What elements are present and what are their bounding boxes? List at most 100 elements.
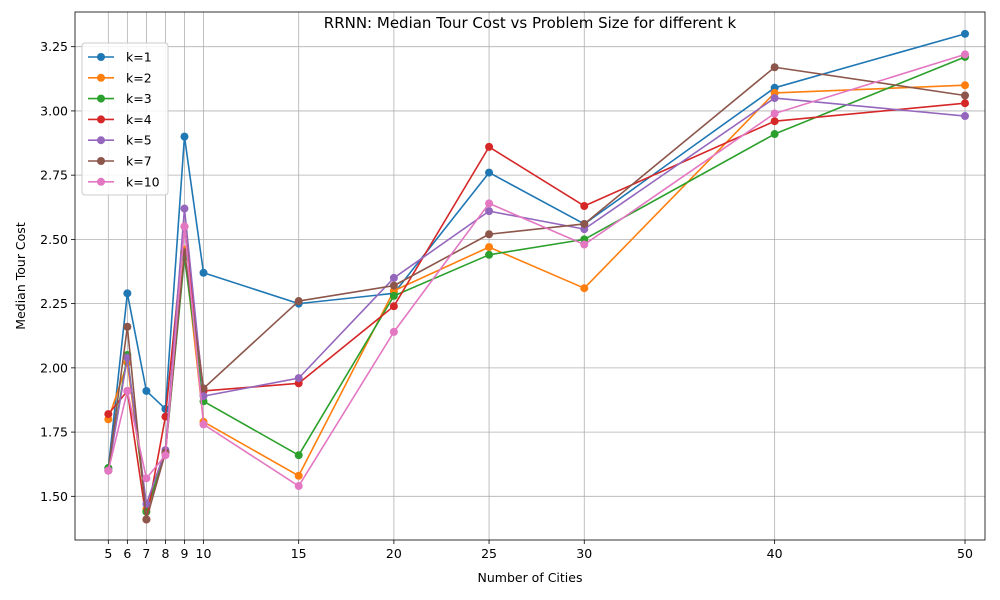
data-point <box>389 302 398 311</box>
x-tick-label: 20 <box>386 546 402 561</box>
data-point <box>123 353 132 362</box>
legend-entry: k=3 <box>88 91 152 106</box>
x-tick-label: 40 <box>767 546 783 561</box>
data-point <box>485 199 494 208</box>
data-point <box>294 471 303 480</box>
series-k-7 <box>104 63 970 524</box>
data-point <box>770 94 779 103</box>
data-point <box>123 322 132 331</box>
legend-entry: k=7 <box>88 154 152 169</box>
data-point <box>294 297 303 306</box>
y-tick-label: 3.00 <box>40 103 68 118</box>
data-point <box>294 482 303 491</box>
data-point <box>104 410 113 419</box>
legend-swatch-marker <box>97 53 105 61</box>
legend-entry: k=10 <box>88 174 160 189</box>
data-point <box>161 451 170 460</box>
data-point <box>961 50 970 59</box>
data-point <box>485 250 494 259</box>
y-tick-label: 2.50 <box>40 232 68 247</box>
data-point <box>580 201 589 210</box>
data-point <box>485 230 494 239</box>
legend-label: k=5 <box>126 133 152 148</box>
x-tick-label: 15 <box>291 546 307 561</box>
data-point <box>389 281 398 290</box>
legend-label: k=7 <box>126 154 152 169</box>
data-point <box>580 240 589 249</box>
legend-swatch-marker <box>97 136 105 145</box>
data-point <box>389 273 398 282</box>
legend-entry: k=5 <box>88 133 152 148</box>
legend-swatch-marker <box>97 157 105 165</box>
x-tick-label: 8 <box>161 546 169 561</box>
data-point <box>961 112 970 121</box>
x-tick-label: 6 <box>123 546 131 561</box>
x-tick-label: 9 <box>180 546 188 561</box>
series-k-10 <box>104 50 970 491</box>
data-point <box>580 284 589 293</box>
data-point <box>294 374 303 383</box>
legend-entry: k=1 <box>88 50 152 65</box>
y-tick-label: 2.00 <box>40 360 68 375</box>
series-layer <box>104 29 970 524</box>
x-tick-label: 7 <box>142 546 150 561</box>
data-point <box>180 132 189 141</box>
data-point <box>389 291 398 300</box>
x-tick-label: 25 <box>481 546 497 561</box>
x-axis-label: Number of Cities <box>478 570 583 585</box>
data-point <box>485 142 494 151</box>
data-point <box>199 420 208 429</box>
data-point <box>142 515 151 524</box>
legend-entry: k=2 <box>88 70 152 85</box>
legend-swatch-marker <box>97 94 105 103</box>
legend-swatch-marker <box>97 115 105 124</box>
y-tick-label: 3.25 <box>40 39 68 54</box>
x-axis-ticks: 5 6 7 8 9 10 15 20 25 30 40 50 <box>104 540 973 561</box>
data-point <box>485 168 494 177</box>
legend-box <box>81 42 169 196</box>
chart-title: RRNN: Median Tour Cost vs Problem Size f… <box>324 14 737 32</box>
data-point <box>485 207 494 216</box>
data-point <box>961 29 970 38</box>
legend-swatch-marker <box>97 177 105 186</box>
data-point <box>199 384 208 393</box>
legend-label: k=2 <box>126 70 152 85</box>
data-point <box>770 130 779 139</box>
legend-label: k=1 <box>126 50 152 65</box>
series-line <box>107 33 966 469</box>
legend-swatch-marker <box>97 73 105 82</box>
legend-label: k=4 <box>126 112 152 127</box>
x-tick-label: 10 <box>196 546 212 561</box>
legend: k=1 k=2 k=3 k=4 k=5 k=7 k=10 <box>81 42 169 196</box>
data-point <box>961 81 970 90</box>
data-point <box>961 99 970 108</box>
legend-label: k=10 <box>126 174 160 189</box>
legend-label: k=3 <box>126 91 152 106</box>
data-point <box>580 219 589 228</box>
x-tick-label: 30 <box>576 546 592 561</box>
y-tick-label: 1.75 <box>40 425 68 440</box>
data-point <box>180 204 189 213</box>
data-point <box>199 268 208 277</box>
data-point <box>142 386 151 395</box>
data-point <box>770 117 779 126</box>
y-axis-ticks: 1.50 1.75 2.00 2.25 2.50 2.75 3.00 3.25 <box>40 39 75 504</box>
legend-entry: k=4 <box>88 112 152 127</box>
data-point <box>123 289 132 298</box>
data-point <box>180 222 189 231</box>
data-point <box>961 91 970 100</box>
y-tick-label: 2.75 <box>40 168 68 183</box>
x-tick-label: 5 <box>104 546 112 561</box>
data-point <box>123 386 132 395</box>
series-line <box>107 66 966 521</box>
y-tick-label: 1.50 <box>40 489 68 504</box>
x-tick-label: 50 <box>957 546 973 561</box>
data-point <box>485 243 494 252</box>
plot-frame <box>74 11 986 541</box>
y-axis-label: Median Tour Cost <box>13 222 28 330</box>
data-point <box>104 466 113 475</box>
data-point <box>142 474 151 483</box>
y-tick-label: 2.25 <box>40 296 68 311</box>
data-point <box>389 327 398 336</box>
